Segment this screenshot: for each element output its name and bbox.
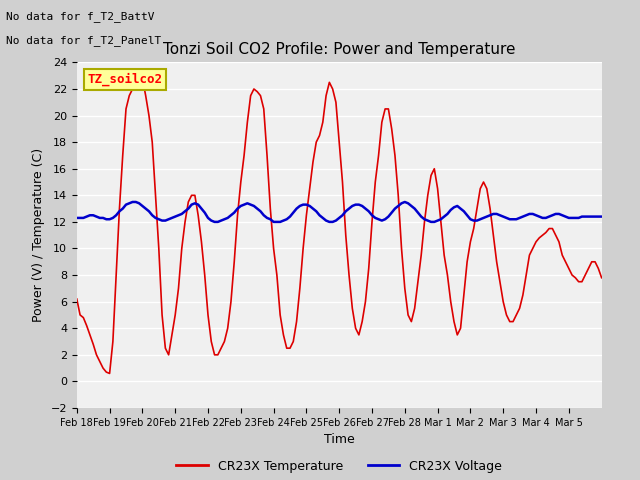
Y-axis label: Power (V) / Temperature (C): Power (V) / Temperature (C) (32, 148, 45, 322)
Text: No data for f_T2_BattV: No data for f_T2_BattV (6, 11, 155, 22)
X-axis label: Time: Time (324, 433, 355, 446)
Title: Tonzi Soil CO2 Profile: Power and Temperature: Tonzi Soil CO2 Profile: Power and Temper… (163, 42, 515, 57)
Text: TZ_soilco2: TZ_soilco2 (87, 73, 163, 86)
Text: No data for f_T2_PanelT: No data for f_T2_PanelT (6, 35, 162, 46)
Legend: CR23X Temperature, CR23X Voltage: CR23X Temperature, CR23X Voltage (172, 455, 507, 478)
